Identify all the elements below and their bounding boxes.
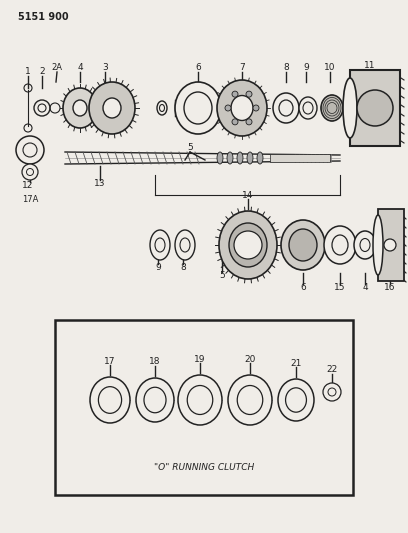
Text: 21: 21	[290, 359, 302, 367]
Circle shape	[234, 231, 262, 259]
Circle shape	[27, 168, 33, 175]
Ellipse shape	[237, 152, 243, 164]
Circle shape	[16, 136, 44, 164]
Text: 5: 5	[187, 143, 193, 152]
Ellipse shape	[273, 93, 299, 123]
Text: 6: 6	[195, 63, 201, 72]
Ellipse shape	[89, 82, 135, 134]
Ellipse shape	[90, 377, 130, 423]
Ellipse shape	[278, 379, 314, 421]
Circle shape	[323, 383, 341, 401]
Ellipse shape	[160, 104, 164, 111]
Ellipse shape	[144, 387, 166, 413]
Ellipse shape	[229, 223, 267, 267]
Ellipse shape	[178, 375, 222, 425]
Circle shape	[384, 239, 396, 251]
Ellipse shape	[63, 88, 97, 128]
Ellipse shape	[184, 92, 212, 124]
Ellipse shape	[217, 152, 223, 164]
Ellipse shape	[373, 215, 383, 275]
Bar	[270, 154, 330, 162]
Circle shape	[232, 119, 238, 125]
Text: 14: 14	[242, 190, 254, 199]
Text: 13: 13	[94, 179, 106, 188]
Ellipse shape	[73, 100, 87, 116]
Ellipse shape	[157, 101, 167, 115]
Ellipse shape	[360, 238, 370, 252]
Bar	[378, 209, 404, 281]
Ellipse shape	[175, 82, 221, 134]
Text: 18: 18	[149, 358, 161, 367]
Text: 19: 19	[194, 354, 206, 364]
Text: 9: 9	[303, 63, 309, 72]
Text: 11: 11	[364, 61, 376, 70]
Text: 10: 10	[324, 63, 336, 72]
Circle shape	[246, 91, 252, 97]
Circle shape	[22, 164, 38, 180]
Text: 20: 20	[244, 354, 256, 364]
Bar	[55, 320, 353, 495]
Circle shape	[23, 143, 37, 157]
Ellipse shape	[231, 95, 253, 120]
Text: 5: 5	[219, 271, 225, 279]
Ellipse shape	[103, 98, 121, 118]
Ellipse shape	[219, 211, 277, 279]
Text: 4: 4	[362, 282, 368, 292]
Text: 4: 4	[77, 63, 83, 72]
Ellipse shape	[187, 385, 213, 415]
Text: 2: 2	[39, 68, 45, 77]
Ellipse shape	[324, 226, 356, 264]
Ellipse shape	[332, 235, 348, 255]
Ellipse shape	[217, 80, 267, 136]
Text: 16: 16	[384, 282, 396, 292]
Circle shape	[328, 388, 336, 396]
Text: 15: 15	[334, 282, 346, 292]
Ellipse shape	[321, 95, 343, 121]
Circle shape	[232, 91, 238, 97]
Ellipse shape	[303, 102, 313, 114]
Text: 8: 8	[180, 262, 186, 271]
Ellipse shape	[98, 386, 122, 413]
Text: 7: 7	[239, 63, 245, 72]
Text: 8: 8	[283, 63, 289, 72]
Text: 6: 6	[300, 282, 306, 292]
Text: 12: 12	[22, 182, 33, 190]
Ellipse shape	[237, 385, 263, 415]
Ellipse shape	[299, 97, 317, 119]
Ellipse shape	[354, 231, 376, 259]
Text: 9: 9	[155, 262, 161, 271]
Ellipse shape	[227, 152, 233, 164]
Circle shape	[225, 105, 231, 111]
Text: 5151 900: 5151 900	[18, 12, 69, 22]
Ellipse shape	[286, 388, 306, 412]
Ellipse shape	[281, 220, 325, 270]
Ellipse shape	[343, 78, 357, 138]
Ellipse shape	[175, 230, 195, 260]
Text: 1: 1	[25, 68, 31, 77]
Text: 3: 3	[102, 63, 108, 72]
Ellipse shape	[180, 238, 190, 252]
Ellipse shape	[136, 378, 174, 422]
Ellipse shape	[228, 375, 272, 425]
Ellipse shape	[247, 152, 253, 164]
Ellipse shape	[289, 229, 317, 261]
Text: 17: 17	[104, 357, 116, 366]
Bar	[350, 70, 400, 146]
Ellipse shape	[150, 230, 170, 260]
Text: 17A: 17A	[22, 196, 38, 205]
Text: "O" RUNNING CLUTCH: "O" RUNNING CLUTCH	[154, 463, 254, 472]
Ellipse shape	[279, 100, 293, 116]
Ellipse shape	[257, 152, 263, 164]
Circle shape	[357, 90, 393, 126]
Text: 22: 22	[326, 366, 338, 375]
Circle shape	[246, 119, 252, 125]
Ellipse shape	[155, 238, 165, 252]
Text: 2A: 2A	[51, 63, 62, 72]
Circle shape	[253, 105, 259, 111]
